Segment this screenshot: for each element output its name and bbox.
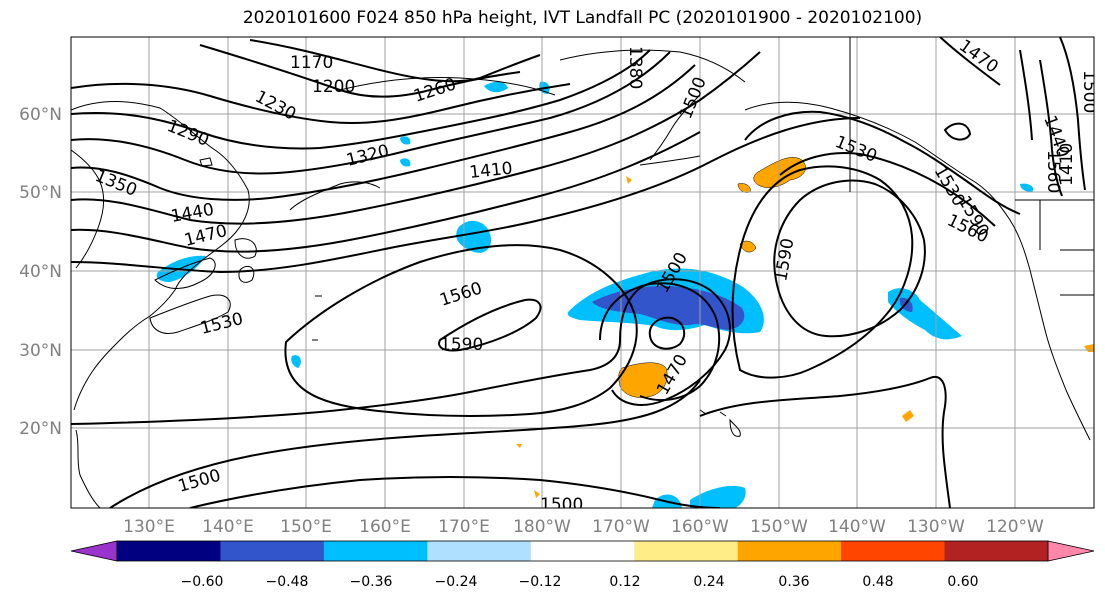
colorbar: −0.60 −0.48 −0.36 −0.24 −0.12 0.12 0.24 … — [70, 540, 1095, 590]
contour-label: 1200 — [312, 77, 355, 97]
colorbar-tick-label: 0.36 — [778, 574, 809, 590]
lon-label: 150°W — [750, 517, 808, 537]
colorbar-segment — [220, 541, 325, 561]
colorbar-tick-label: 0.24 — [693, 574, 724, 590]
colorbar-extend-min — [70, 540, 118, 562]
colorbar-ticks: −0.60 −0.48 −0.36 −0.24 −0.12 0.12 0.24 … — [181, 574, 979, 590]
colorbar-segment — [944, 541, 1049, 561]
lat-label: 60°N — [19, 105, 62, 125]
colorbar-outline — [116, 540, 1049, 562]
colorbar-extend-max — [1047, 540, 1095, 562]
lat-label: 50°N — [19, 183, 62, 203]
contour-label: 1410 — [468, 159, 513, 183]
lon-label: 140°W — [828, 517, 886, 537]
colorbar-segment — [427, 541, 532, 561]
lon-label: 170°E — [438, 517, 490, 537]
contour-label: 1590 — [440, 335, 483, 355]
lon-label: 120°W — [986, 517, 1044, 537]
lat-label: 40°N — [19, 262, 62, 282]
lon-label: 140°E — [202, 517, 254, 537]
colorbar-tick-label: 0.60 — [947, 574, 978, 590]
colorbar-segment — [323, 541, 428, 561]
lon-label: 170°W — [592, 517, 650, 537]
colorbar-tick-label: −0.48 — [266, 574, 309, 590]
colorbar-segment — [530, 541, 635, 561]
lon-label: 160°W — [671, 517, 729, 537]
ivt-positive-shading — [516, 157, 1094, 498]
colorbar-tick-label: −0.60 — [181, 574, 224, 590]
map-area — [71, 37, 1094, 508]
colorbar-tick-label: −0.24 — [435, 574, 478, 590]
lon-label: 160°E — [359, 517, 411, 537]
colorbar-tick-label: 0.48 — [862, 574, 893, 590]
lon-label: 150°E — [280, 517, 332, 537]
lat-label: 30°N — [19, 341, 62, 361]
colorbar-segment — [737, 541, 842, 561]
contour-label: 1380 — [625, 46, 645, 89]
colorbar-segment — [117, 541, 221, 561]
height-contours — [71, 37, 1086, 508]
colorbar-segment — [634, 541, 739, 561]
contour-label: 1410 — [1057, 143, 1077, 186]
contour-label: 1560 — [1043, 150, 1063, 193]
colorbar-tick-label: −0.36 — [350, 574, 393, 590]
colorbar-tick-label: 0.12 — [609, 574, 640, 590]
contour-label: 1500 — [1079, 70, 1099, 113]
contour-label: 1500 — [540, 495, 583, 515]
map-frame — [70, 36, 1095, 509]
map-title: 2020101600 F024 850 hPa height, IVT Land… — [242, 8, 923, 28]
lon-label: 130°E — [123, 517, 175, 537]
colorbar-segment — [841, 541, 946, 561]
lon-label: 130°W — [907, 517, 965, 537]
lon-label: 180°W — [513, 517, 571, 537]
colorbar-tick-label: −0.12 — [519, 574, 562, 590]
contour-label: 1170 — [290, 53, 333, 73]
latitude-labels: 60°N 50°N 40°N 30°N 20°N — [19, 105, 62, 439]
lat-label: 20°N — [19, 419, 62, 439]
longitude-labels: 130°E 140°E 150°E 160°E 170°E 180°W 170°… — [123, 517, 1044, 537]
